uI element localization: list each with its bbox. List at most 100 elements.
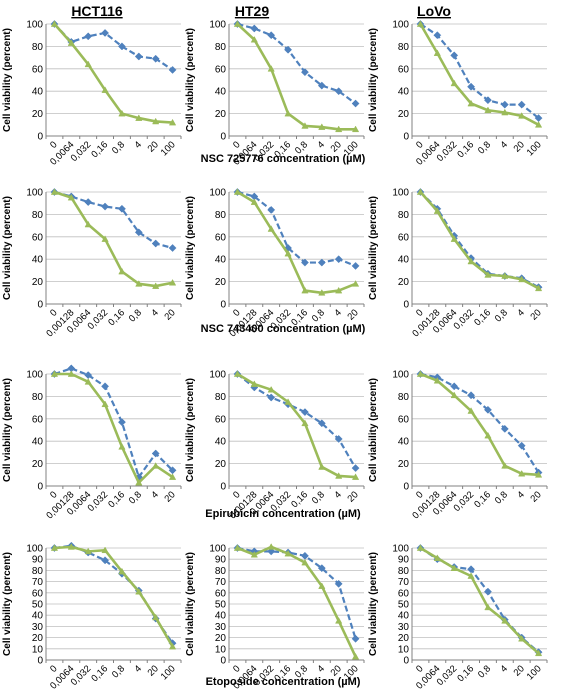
- series-line-solid: [236, 23, 356, 131]
- y-tick-label: 40: [398, 255, 410, 266]
- series-line-dashed: [237, 190, 356, 267]
- triangle-marker: [501, 617, 509, 624]
- series-line-solid: [236, 545, 357, 658]
- triangle-marker: [284, 398, 292, 405]
- y-tick-label: 0: [37, 300, 43, 311]
- diamond-marker: [267, 31, 276, 40]
- x-tick-label: 4: [515, 307, 527, 319]
- y-tick-label: 100: [392, 20, 409, 31]
- triangle-marker: [318, 582, 326, 589]
- y-tick-label: 40: [32, 255, 44, 266]
- triangle-marker: [233, 188, 242, 195]
- triangle-marker: [433, 207, 441, 214]
- y-tick-label: 80: [215, 566, 227, 577]
- x-tick-label: 0,16: [455, 139, 476, 160]
- triangle-marker: [267, 543, 275, 550]
- series-line-solid: [419, 372, 539, 477]
- y-tick-label: 30: [32, 622, 44, 633]
- diamond-marker: [450, 51, 459, 60]
- x-tick-label: 20: [528, 307, 543, 322]
- y-tick-label: 20: [32, 109, 44, 120]
- ylabel: Cell viability (percent): [368, 196, 379, 300]
- triangle-marker: [250, 551, 258, 558]
- y-tick-label: 100: [209, 370, 226, 381]
- ylabel: Cell viability (percent): [185, 552, 196, 656]
- diamond-marker: [500, 424, 509, 433]
- triangle-marker: [534, 284, 543, 292]
- x-tick-label: 0,16: [106, 489, 127, 510]
- triangle-marker: [250, 198, 258, 205]
- diamond-marker: [168, 65, 177, 74]
- triangle-marker: [101, 400, 109, 408]
- xlabel-epirubicin: Epirubicin concentration (µM): [205, 508, 361, 520]
- triangle-marker: [168, 279, 177, 286]
- x-tick-label: 0,8: [110, 139, 127, 156]
- ylabel: Cell viability (percent): [185, 28, 196, 132]
- y-tick-label: 60: [215, 414, 227, 425]
- xlabel-etoposide: Etoposide concentration (µM): [206, 676, 361, 688]
- triangle-marker: [301, 419, 309, 427]
- column-title-lovo: LoVo: [417, 3, 451, 19]
- triangle-marker: [450, 79, 458, 87]
- y-tick-label: 60: [32, 588, 44, 599]
- diamond-marker: [101, 202, 110, 211]
- panel-nsc-743400-ht29: Cell viability (percent)02040608010000,0…: [185, 188, 365, 339]
- y-tick-label: 40: [215, 255, 227, 266]
- y-tick-label: 0: [37, 656, 43, 667]
- y-tick-label: 70: [215, 577, 227, 588]
- triangle-marker: [467, 99, 475, 107]
- y-tick-label: 0: [37, 482, 43, 493]
- y-tick-label: 100: [26, 20, 43, 31]
- y-tick-label: 40: [398, 611, 410, 622]
- x-tick-label: 0,8: [476, 139, 493, 156]
- x-tick-label: 0,16: [106, 307, 127, 328]
- triangle-marker: [152, 282, 160, 289]
- y-tick-label: 60: [32, 232, 44, 243]
- ylabel: Cell viability (percent): [368, 28, 379, 132]
- x-tick-label: 4: [498, 663, 510, 675]
- diamond-marker: [317, 564, 326, 573]
- triangle-marker: [318, 123, 326, 130]
- diamond-marker: [117, 42, 126, 51]
- ylabel: Cell viability (percent): [368, 378, 379, 482]
- diamond-marker: [151, 54, 160, 63]
- y-tick-label: 0: [220, 656, 226, 667]
- diamond-marker: [433, 31, 442, 40]
- triangle-marker: [152, 462, 160, 469]
- x-tick-label: 0,16: [472, 307, 493, 328]
- x-tick-label: 0: [48, 307, 60, 319]
- column-title-hct116: HCT116: [71, 3, 123, 19]
- diamond-marker: [250, 24, 259, 33]
- triangle-marker: [152, 117, 160, 125]
- diamond-marker: [284, 45, 293, 54]
- triangle-marker: [335, 472, 343, 479]
- ylabel: Cell viability (percent): [368, 552, 379, 656]
- x-tick-label: 0,16: [455, 663, 476, 684]
- x-tick-label: 0,16: [89, 139, 110, 160]
- triangle-marker: [335, 617, 343, 624]
- y-tick-label: 100: [209, 20, 226, 31]
- y-tick-label: 40: [215, 87, 227, 98]
- y-tick-label: 60: [398, 414, 410, 425]
- y-tick-label: 80: [215, 392, 227, 403]
- y-tick-label: 80: [398, 42, 410, 53]
- triangle-marker: [233, 370, 242, 377]
- x-tick-label: 100: [525, 139, 544, 158]
- series-line-solid: [53, 23, 173, 124]
- x-tick-label: 4: [315, 139, 327, 151]
- triangle-marker: [484, 603, 492, 611]
- diamond-marker: [317, 258, 326, 267]
- diamond-marker: [101, 382, 110, 391]
- triangle-marker: [318, 289, 326, 296]
- triangle-marker: [534, 121, 543, 128]
- panel-etoposide-lovo: Cell viability (percent)0102030405060708…: [368, 544, 548, 692]
- ylabel: Cell viability (percent): [185, 196, 196, 300]
- triangle-marker: [301, 122, 309, 129]
- triangle-marker: [501, 108, 509, 116]
- panel-nsc-743400-hct116: Cell viability (percent)02040608010000,0…: [2, 188, 182, 339]
- y-tick-label: 100: [26, 370, 43, 381]
- y-tick-label: 60: [398, 64, 410, 75]
- y-tick-label: 40: [32, 611, 44, 622]
- diamond-marker: [300, 408, 309, 417]
- y-tick-label: 80: [32, 42, 44, 53]
